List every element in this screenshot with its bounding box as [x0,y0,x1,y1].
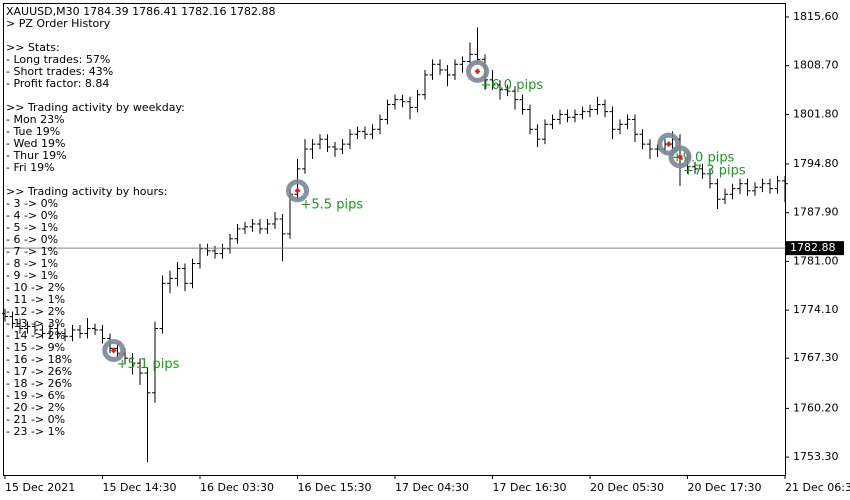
y-tick-label: 1781.00 [793,254,839,267]
y-tick-label: 1774.10 [793,303,839,316]
info-line: - 23 -> 1% [6,425,65,438]
trade-icon [677,153,683,160]
y-tick-label: 1801.80 [793,107,839,120]
info-line: >> Trading activity by hours: [6,185,167,198]
info-line: - 12 -> 2% [6,305,65,318]
x-tick-label: 16 Dec 15:30 [298,481,372,494]
x-tick-label: 15 Dec 14:30 [103,481,177,494]
trade-marker [286,179,309,203]
info-line: - Wed 19% [6,137,65,150]
info-line: - 19 -> 6% [6,389,65,402]
y-tick-label: 1787.90 [793,206,839,219]
info-line: >> Trading activity by weekday: [6,101,185,114]
trade-marker [668,145,692,169]
trade-marker [466,59,489,83]
header: XAUUSD,M30 1784.39 1786.41 1782.16 1782.… [6,5,276,18]
info-line: - 14 -> 2% [6,329,65,342]
last-price-label: 1782.88 [790,241,836,254]
info-line: - 3 -> 0% [6,197,58,210]
info-line: - 9 -> 1% [6,269,58,282]
x-tick-label: 20 Dec 17:30 [688,481,762,494]
info-line: - 21 -> 0% [6,413,65,426]
trade-icon [294,187,301,194]
trade-pips: +5.1 pips [117,357,180,372]
y-tick-label: 1794.80 [793,157,839,170]
y-tick-label: 1760.20 [793,401,839,414]
y-tick-label: 1767.30 [793,351,839,364]
info-line: - 5 -> 1% [6,221,58,234]
info-line: - 10 -> 2% [6,281,65,294]
x-tick-label: 15 Dec 2021 [5,481,75,494]
x-tick-label: 20 Dec 05:30 [590,481,664,494]
info-line: - 16 -> 18% [6,353,72,366]
y-tick-label: 1815.60 [793,10,839,23]
info-line: - Profit factor: 8.84 [6,77,109,90]
y-tick-label: 1753.30 [793,450,839,463]
info-line: - Short trades: 43% [6,65,113,78]
info-line: - 4 -> 0% [6,209,58,222]
x-tick-label: 21 Dec 06:30 [785,481,850,494]
trade-pips: +7.3 pips [683,163,746,178]
trade-marker [657,132,681,156]
info-line: - Mon 23% [6,113,65,126]
info-line: - 15 -> 9% [6,341,65,354]
info-line: > PZ Order History [6,17,111,30]
info-line: - Tue 19% [6,125,60,138]
x-tick-label: 16 Dec 03:30 [200,481,274,494]
info-line: - Thur 19% [6,149,67,162]
last-price-box [786,241,844,256]
info-line: - 8 -> 1% [6,257,58,270]
info-line: - 18 -> 26% [6,377,72,390]
info-line: - 13 -> 3% [6,317,65,330]
info-line: - 17 -> 26% [6,365,72,378]
trade-pips: +5.5 pips [301,197,364,212]
info-line: - 6 -> 0% [6,233,58,246]
x-tick-label: 17 Dec 04:30 [395,481,469,494]
info-line: - 20 -> 2% [6,401,65,414]
trade-icon [110,347,117,354]
trade-pips: +6.0 pips [481,78,544,93]
info-line: - Fri 19% [6,161,55,174]
info-line: - Long trades: 57% [6,53,110,66]
info-line: >> Stats: [6,41,60,54]
info-line: - 11 -> 1% [6,293,65,306]
x-tick-label: 17 Dec 16:30 [493,481,567,494]
info-line: - 7 -> 1% [6,245,58,258]
y-tick-label: 1808.70 [793,59,839,72]
trade-icon [665,141,672,148]
trade-icon [474,68,481,75]
trade-marker [102,338,126,362]
